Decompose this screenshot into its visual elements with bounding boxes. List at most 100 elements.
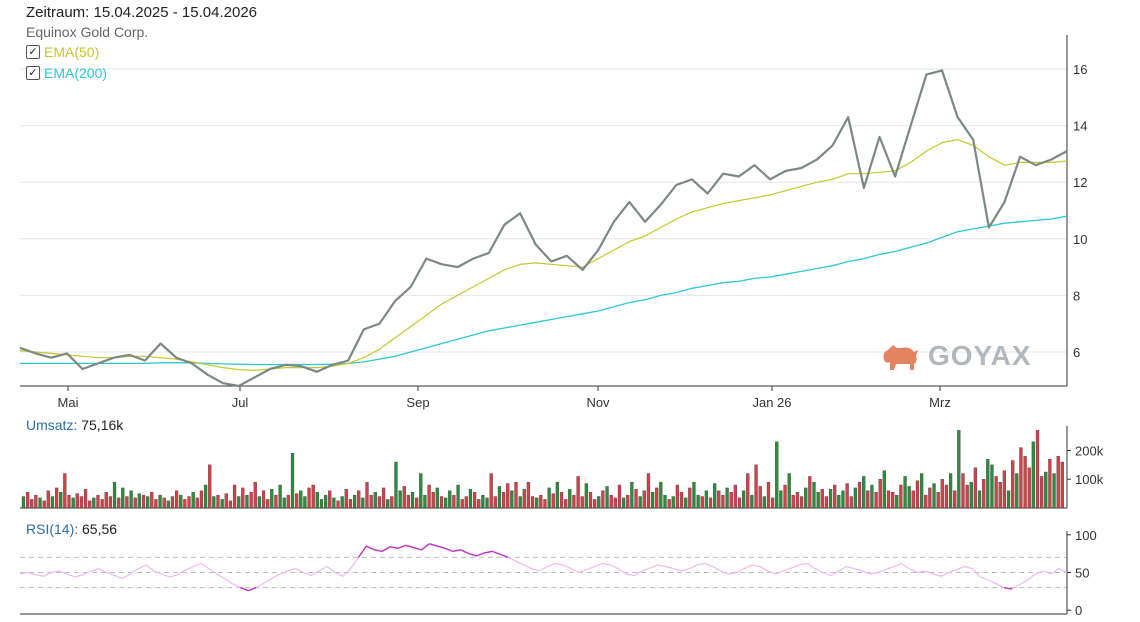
volume-bar-down [460,499,464,509]
volume-bar-up [158,494,162,509]
volume-bar-down [758,486,762,509]
rsi-extreme-segment [366,545,375,551]
volume-bar-down [439,496,444,509]
x-tick-label: Nov [586,395,610,410]
volume-bar-down [766,481,771,509]
volume-bar-up [957,430,961,509]
volume-bar-down [452,494,456,509]
volume-bar-up [21,496,26,509]
volume-bar-down [717,490,721,509]
rsi-extreme-segment [240,586,249,592]
volume-bar-down [117,497,121,509]
volume-bar-up [650,492,655,509]
volume-bar-up [990,464,994,509]
volume-bar-down [783,484,787,509]
legend-ema50[interactable]: ✓ EMA(50) [26,44,99,60]
volume-bar-down [1019,447,1023,509]
volume-bar-up [323,494,328,509]
ema50-line [19,139,1068,371]
volume-bar-up [630,481,634,509]
volume-bar-down [79,496,84,509]
volume-bar-up [456,484,460,509]
volume-bar-down [34,494,38,509]
volume-bar-down [506,483,510,509]
volume-bar-down [286,494,290,509]
volume-bar-down [940,479,944,509]
instrument-name: Equinox Gold Corp. [26,24,149,40]
volume-bar-down [187,496,191,509]
rsi-extreme-segment [437,545,446,550]
volume-bar-up [497,486,502,509]
volume-bar-up [92,497,96,509]
volume-bar-up [555,481,560,509]
rsi-extreme-segment [468,552,477,557]
volume-bar-down [667,499,671,509]
volume-bar-down [348,499,353,509]
volume-bar-down [1023,456,1027,509]
volume-bar-down [493,496,497,509]
volume-bar-up [903,476,907,509]
volume-bar-up [828,489,833,509]
volume-bar-down [961,473,965,509]
volume-bar-down [46,490,50,509]
volume-bar-down [808,476,812,509]
volume-bar-up [895,494,899,509]
volume-bar-down [936,492,940,509]
volume-bar-down [721,494,725,509]
volume-bar-down [588,492,593,509]
rsi-extreme-segment [421,543,430,551]
volume-bar-up [435,487,439,509]
legend-ema200[interactable]: ✓ EMA(200) [26,65,107,81]
volume-bar-up [853,487,858,509]
volume-bar-down [824,496,829,509]
volume-bar-up [969,481,973,509]
volume-bar-up [220,499,224,509]
volume-bar-down [100,499,104,509]
volume-bar-up [278,484,282,509]
rsi-extreme-segment [405,544,414,549]
volume-bar-up [692,481,696,509]
volume-bar-up [804,487,808,509]
volume-bar-up [568,489,572,509]
rsi-extreme-segment [452,549,461,553]
volume-bar-up [212,496,216,509]
volume-bar-down [849,496,853,509]
volume-bar-down [866,490,870,509]
volume-bar-up [270,489,274,509]
price-line [19,69,1068,388]
volume-bar-down [25,492,30,509]
volume-bar-up [837,494,841,509]
volume-bar-down [199,490,204,509]
volume-bar-up [663,494,667,509]
volume-bar-down [1027,467,1031,509]
check-icon[interactable]: ✓ [26,66,40,80]
volume-bar-down [514,481,518,509]
volume-bar-down [307,487,311,509]
volume-bar-up [584,483,588,509]
volume-bar-down [75,493,79,509]
volume-bar-down [642,490,646,509]
volume-label: Umsatz: [26,417,78,433]
volume-bar-up [290,453,295,509]
goyax-logo: GOYAX [880,340,1032,372]
volume-bar-down [183,499,187,509]
volume-bar-up [373,492,377,509]
volume-bar-up [597,496,601,509]
volume-bar-down [42,500,46,509]
volume-bar-up [257,496,262,509]
volume-bar-up [713,483,717,509]
y-tick-label: 14 [1073,119,1087,134]
volume-bar-down [30,499,34,509]
volume-bar-up [121,487,125,509]
volume-bar-up [332,497,336,509]
volume-bar-down [770,497,775,509]
volume-bar-up [1015,473,1019,509]
check-icon[interactable]: ✓ [26,45,40,59]
volume-bar-up [71,497,75,509]
volume-bar-down [601,490,605,509]
volume-bar-down [572,494,576,509]
volume-bar-up [779,490,783,509]
volume-bar-down [381,487,386,509]
